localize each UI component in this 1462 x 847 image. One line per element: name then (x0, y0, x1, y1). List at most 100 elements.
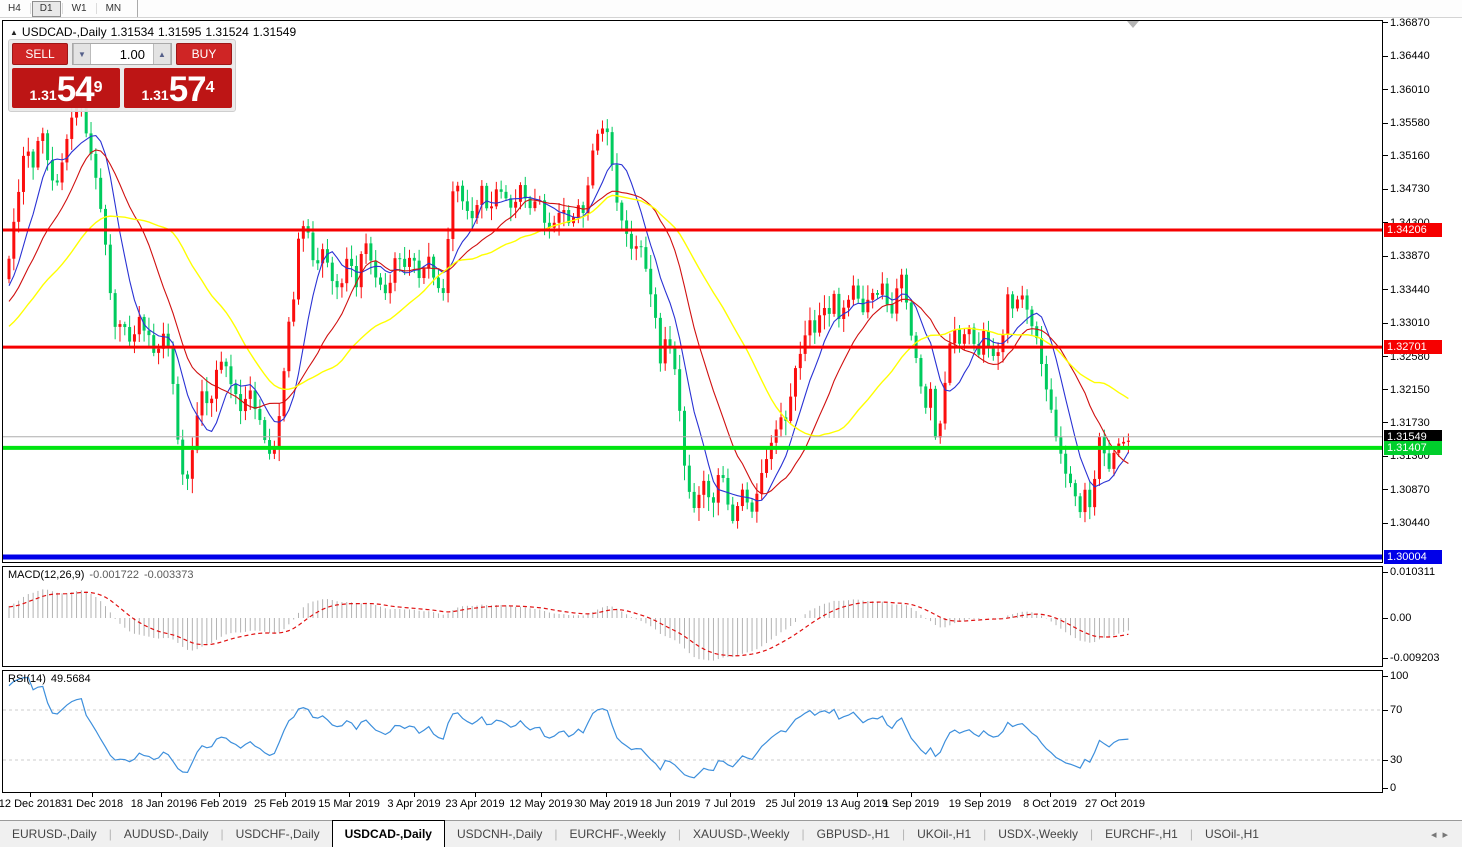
date-axis-tick (349, 793, 350, 797)
macd-axis-tick (1383, 658, 1388, 659)
rsi-label: RSI(14) 49.5684 (8, 673, 91, 685)
tab-usdchf-daily[interactable]: USDCHF-,Daily (235, 827, 320, 841)
tab-separator: | (983, 827, 987, 841)
date-axis: 12 Dec 2018 31 Dec 2018 18 Jan 2019 6 Feb 2… (0, 793, 1383, 819)
toolbar-separator (61, 3, 63, 14)
collapse-arrow-icon[interactable]: ▲ (10, 28, 18, 37)
rsi-indicator-pane[interactable] (2, 670, 1383, 793)
macd-axis-label: 0.010311 (1390, 566, 1436, 578)
tab-ukoil-h1[interactable]: UKOil-,H1 (917, 827, 972, 841)
macd-label: MACD(12,26,9) -0.001722 -0.003373 (8, 569, 194, 581)
date-axis-tick (794, 793, 795, 797)
price-axis-tick (1383, 188, 1388, 190)
timeframe-button-h4[interactable]: H4 (8, 2, 21, 14)
tab-xauusd-weekly[interactable]: XAUUSD-,Weekly (693, 827, 790, 841)
date-axis-label: 30 May 2019 (574, 798, 638, 810)
price-axis-tick (1383, 289, 1388, 291)
tab-scroll-left-icon[interactable]: ◂ (1430, 829, 1443, 841)
chart-title: ▲ USDCAD-,Daily 1.31534 1.31595 1.31524 1.315… (10, 25, 300, 39)
date-axis-label: 27 Oct 2019 (1085, 798, 1145, 810)
tab-usdx-weekly[interactable]: USDX-,Weekly (998, 827, 1079, 841)
price-axis-tick (1383, 522, 1388, 524)
timeframe-button-w1[interactable]: W1 (71, 2, 87, 14)
tab-eurchf-h1[interactable]: EURCHF-,H1 (1105, 827, 1178, 841)
price-axis-tick (1383, 356, 1388, 358)
toolbar-separator (29, 3, 31, 14)
price-axis-label: 1.35160 (1390, 149, 1430, 162)
date-axis-label: 1 Sep 2019 (882, 798, 940, 810)
macd-axis-tick (1383, 618, 1388, 619)
macd-indicator-pane[interactable] (2, 566, 1383, 667)
price-axis-label: 1.30870 (1390, 483, 1430, 496)
tab-gbpusd-h1[interactable]: GBPUSD-,H1 (816, 827, 890, 841)
price-axis-label: 1.35580 (1390, 117, 1430, 130)
tab-usdcad-daily[interactable]: USDCAD-,Daily (331, 820, 445, 847)
price-axis-label: 1.33870 (1390, 250, 1430, 263)
tab-audusd-daily[interactable]: AUDUSD-,Daily (123, 827, 209, 841)
date-axis-tick (475, 793, 476, 797)
sell-button[interactable]: SELL (12, 43, 68, 65)
buy-price-display[interactable]: 1.31 57 4 (124, 68, 232, 108)
volume-decrease-button[interactable]: ▼ (73, 44, 91, 64)
chart-tab-bar: EURUSD-,Daily | AUDUSD-,Daily | USDCHF-,Dail… (0, 820, 1462, 847)
ohlc-close: 1.31549 (252, 25, 297, 39)
tab-scroll-right-icon[interactable]: ▸ (1442, 829, 1454, 841)
price-axis-label: 1.33010 (1390, 317, 1430, 330)
price-axis-tick (1383, 122, 1388, 124)
timeframe-button-d1[interactable]: D1 (31, 0, 61, 17)
sell-price-sup: 9 (93, 79, 103, 96)
tab-separator: | (1189, 827, 1193, 841)
chart-shift-marker-icon[interactable] (1127, 21, 1139, 28)
date-axis-label: 25 Jul 2019 (765, 798, 823, 810)
date-axis-tick (414, 793, 415, 797)
price-axis-tick (1383, 222, 1388, 224)
price-axis-label: 1.33440 (1390, 283, 1430, 296)
date-axis-label: 19 Sep 2019 (948, 798, 1012, 810)
price-axis-label: 1.36440 (1390, 50, 1430, 63)
macd-axis-tick (1383, 572, 1388, 573)
timeframe-button-mn[interactable]: MN (105, 2, 122, 14)
tab-separator: | (554, 827, 558, 841)
date-axis-label: 25 Feb 2019 (254, 798, 316, 810)
buy-price-sup: 4 (205, 79, 215, 96)
toolbar-separator (95, 3, 97, 14)
price-axis-label: 1.36870 (1390, 16, 1430, 29)
date-axis-tick (980, 793, 981, 797)
buy-price-big: 57 (168, 70, 207, 109)
date-axis-tick (541, 793, 542, 797)
date-axis-tick (161, 793, 162, 797)
sell-price-display[interactable]: 1.31 54 9 (12, 68, 120, 108)
tab-separator: | (1090, 827, 1094, 841)
tab-separator: | (220, 827, 224, 841)
date-axis-tick (285, 793, 286, 797)
rsi-axis-tick (1383, 676, 1388, 677)
volume-control: ▼ ▲ (72, 43, 172, 65)
date-axis-label: 18 Jun 2019 (639, 798, 701, 810)
volume-increase-button[interactable]: ▲ (153, 44, 171, 64)
date-axis-label: 31 Dec 2018 (60, 798, 124, 810)
rsi-axis-label: 30 (1390, 754, 1403, 766)
buy-button[interactable]: BUY (176, 43, 232, 65)
volume-input[interactable] (91, 44, 153, 64)
macd-axis-label: 0.00 (1390, 612, 1412, 624)
price-axis-tick (1383, 155, 1388, 157)
macd-signal-value: -0.003373 (143, 569, 194, 581)
tab-usdcnh-daily[interactable]: USDCNH-,Daily (456, 827, 543, 841)
ohlc-low: 1.31524 (205, 25, 249, 39)
tab-scroll-arrows: ◂▸ (1431, 828, 1454, 841)
price-axis-tick (1383, 422, 1388, 424)
toolbar-divider (137, 0, 139, 17)
price-axis-tick (1383, 455, 1388, 457)
price-axis-tick (1383, 322, 1388, 324)
tab-separator: | (108, 827, 112, 841)
price-axis-label: 1.36010 (1390, 83, 1430, 96)
tab-eurusd-daily[interactable]: EURUSD-,Daily (12, 827, 97, 841)
tab-eurchf-weekly[interactable]: EURCHF-,Weekly (569, 827, 666, 841)
timeframe-toolbar: H4 D1 W1 MN (0, 0, 1462, 18)
tab-usoil-h1[interactable]: USOil-,H1 (1204, 827, 1259, 841)
price-axis-tick (1383, 389, 1388, 391)
rsi-axis-label: 100 (1390, 670, 1409, 682)
price-axis-tick (1383, 55, 1388, 57)
